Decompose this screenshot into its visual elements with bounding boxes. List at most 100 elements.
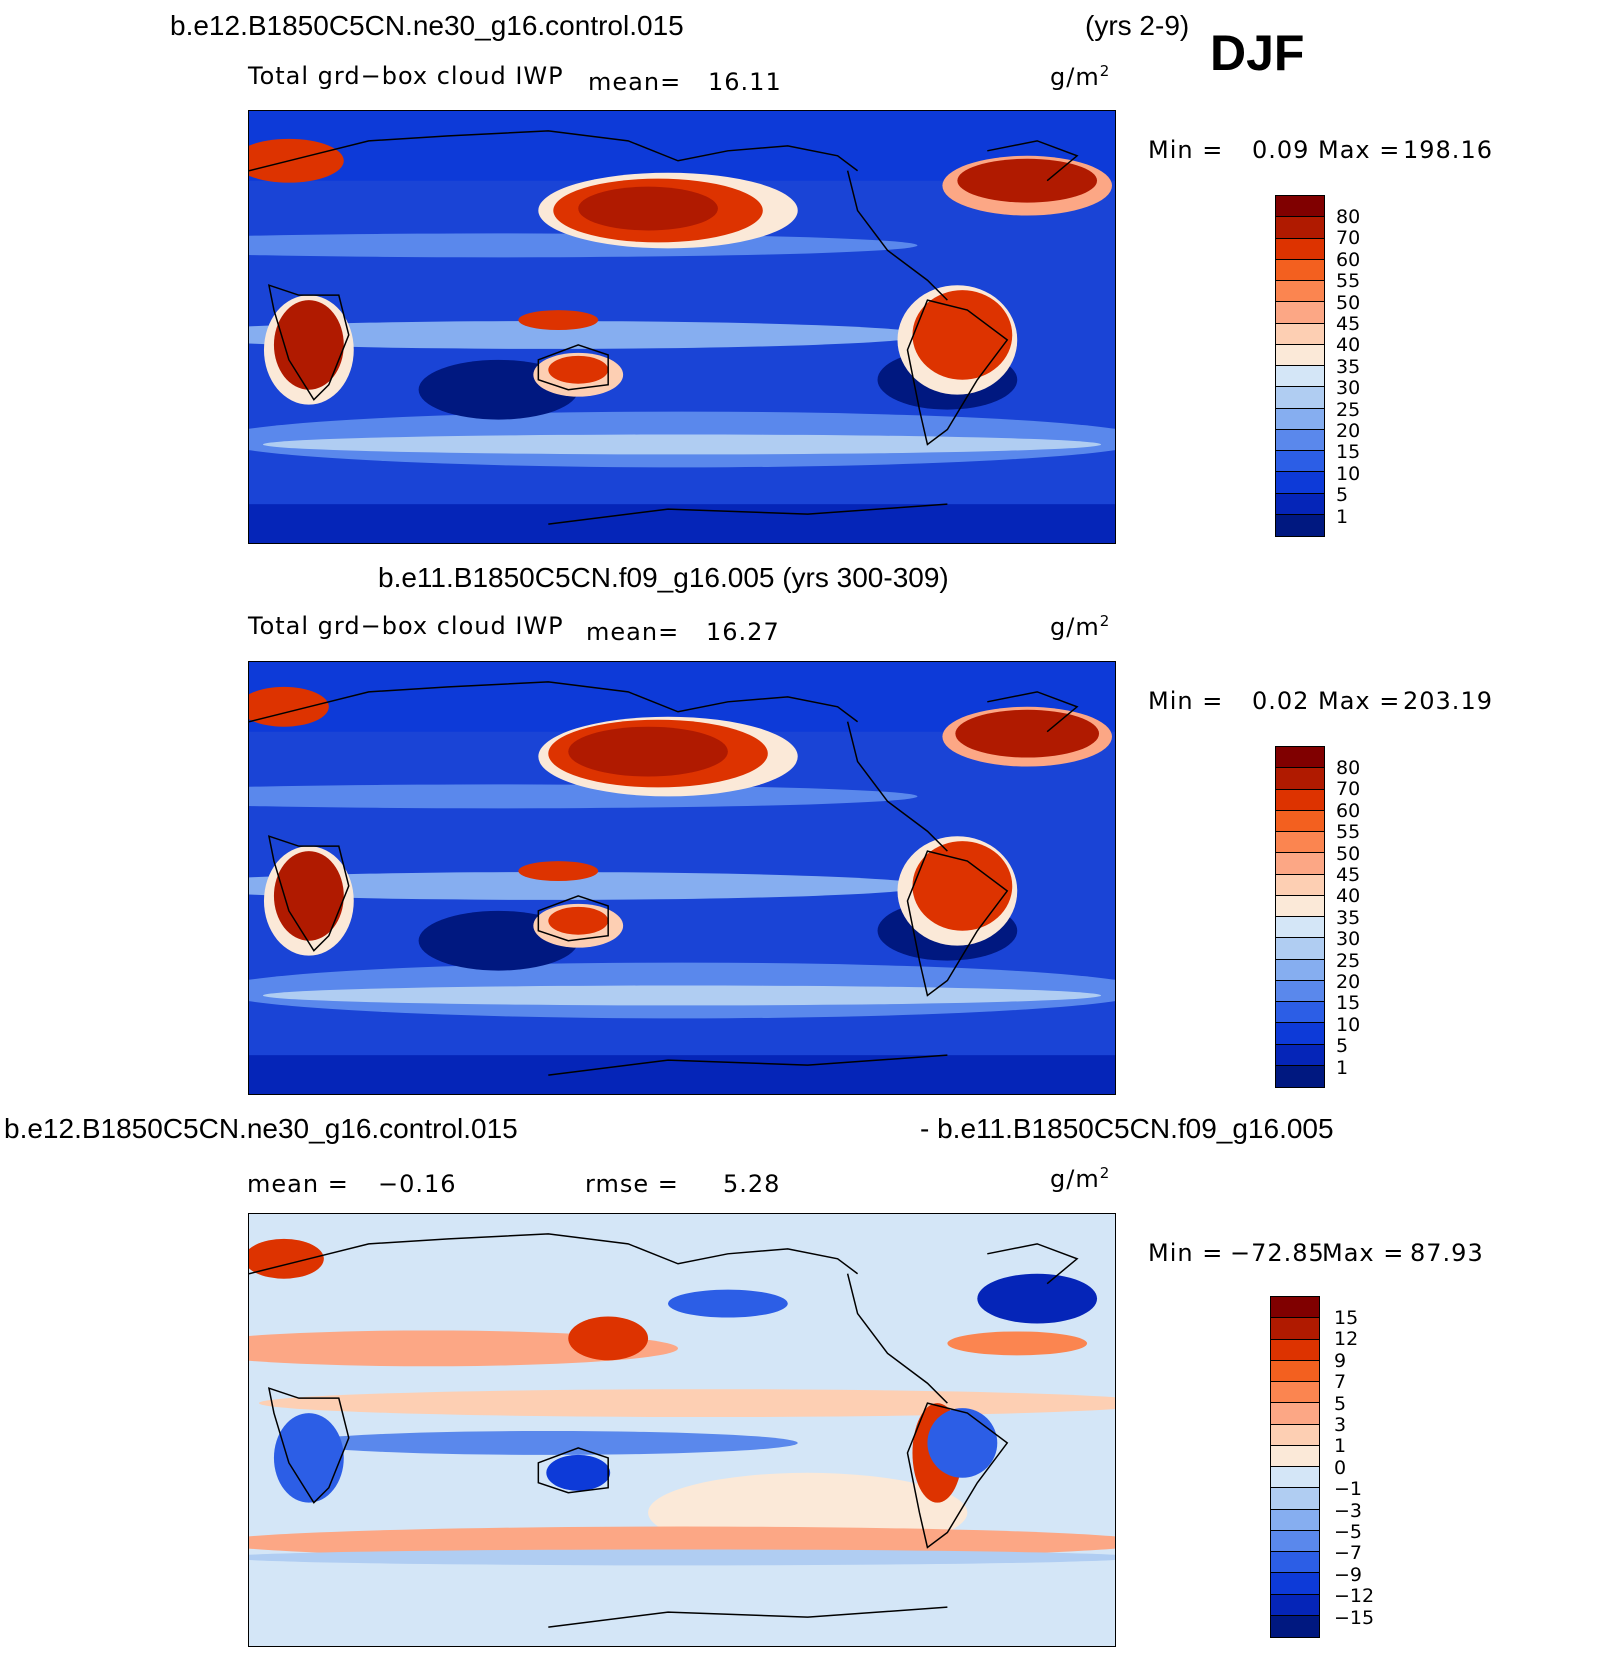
colorbar-tick-label: 30 <box>1336 928 1361 951</box>
panel2-map-svg <box>249 662 1115 1094</box>
colorbar-box <box>1276 493 1324 515</box>
colorbar-box <box>1276 1002 1324 1024</box>
map-samerica-core <box>912 290 1013 380</box>
colorbar-tick-label: 7 <box>1334 1371 1347 1394</box>
map-spcz-band <box>249 872 928 900</box>
map-europe-storm <box>249 138 344 183</box>
colorbar-tick-label: 60 <box>1336 248 1361 271</box>
colorbar-box <box>1276 514 1324 536</box>
panel2-mean-value: 16.27 <box>706 618 780 646</box>
panel1-units: g/m2 <box>1050 62 1110 91</box>
panel2-max-label: Max = <box>1318 687 1401 715</box>
colorbar-box <box>1276 217 1324 239</box>
panel1-case-title: b.e12.B1850C5CN.ne30_g16.control.015 <box>170 10 684 41</box>
panel1-mean-value: 16.11 <box>708 68 782 96</box>
colorbar-box <box>1271 1445 1319 1467</box>
panel2-mean-label: mean= <box>586 618 680 646</box>
colorbar-tick-label: 25 <box>1336 398 1361 421</box>
colorbar-box <box>1276 959 1324 981</box>
colorbar-tick-label: −3 <box>1334 1499 1363 1522</box>
colorbar-box <box>1276 917 1324 939</box>
colorbar-box <box>1276 408 1324 430</box>
colorbar-tick-label: −1 <box>1334 1478 1363 1501</box>
colorbar-tick-label: 5 <box>1334 1392 1347 1415</box>
map-npac-core <box>578 186 718 231</box>
colorbar-box <box>1276 747 1324 769</box>
colorbar-box <box>1276 810 1324 832</box>
colorbar-box <box>1276 768 1324 790</box>
colorbar-tick-label: 15 <box>1334 1307 1359 1329</box>
panel1-mean-label: mean= <box>588 68 682 96</box>
colorbar-tick-label: 45 <box>1336 864 1361 886</box>
colorbar-box <box>1276 196 1324 218</box>
panel3-units: g/m2 <box>1050 1164 1110 1193</box>
coastline-outline <box>249 130 1079 525</box>
colorbar-tick-label: 55 <box>1336 821 1361 844</box>
colorbar-box <box>1276 874 1324 896</box>
colorbar-tick-label: 1 <box>1336 1056 1349 1079</box>
panel3-mean-value: −0.16 <box>378 1170 457 1198</box>
panel3-units-exp: 2 <box>1099 1164 1111 1182</box>
colorbar-box <box>1276 1044 1324 1066</box>
colorbar-box <box>1276 895 1324 917</box>
panel3-min-value: −72.85 <box>1230 1239 1325 1267</box>
diff-npac-cool <box>668 1289 788 1318</box>
colorbar-tick-label: 50 <box>1336 291 1361 314</box>
colorbar-box <box>1271 1615 1319 1637</box>
colorbar-box <box>1271 1360 1319 1382</box>
colorbar-tick-label: 45 <box>1336 313 1361 335</box>
colorbar-tick-label: 15 <box>1336 992 1361 1015</box>
map-npac-core <box>568 726 728 777</box>
panel3-colorbar <box>1270 1296 1320 1638</box>
map-natl-core <box>957 158 1098 203</box>
diff-africa-cool <box>273 1413 344 1503</box>
colorbar-tick-label: 9 <box>1334 1349 1347 1372</box>
colorbar-box <box>1271 1382 1319 1404</box>
map-maritime-continent <box>518 861 599 881</box>
panel3-case-right: - b.e11.B1850C5CN.f09_g16.005 <box>920 1113 1334 1144</box>
colorbar-tick-label: 50 <box>1336 842 1361 865</box>
colorbar-box <box>1271 1530 1319 1552</box>
map-spcz-band <box>249 321 928 349</box>
colorbar-tick-label: −12 <box>1334 1585 1375 1608</box>
colorbar-tick-label: 40 <box>1336 885 1361 908</box>
colorbar-box <box>1276 302 1324 324</box>
panel1-units-base: g/m <box>1050 63 1100 91</box>
colorbar-box <box>1271 1318 1319 1340</box>
diff-natl-cool <box>977 1273 1098 1324</box>
map-antarctic-band <box>249 504 1115 543</box>
colorbar-tick-label: 35 <box>1336 906 1361 929</box>
panel2-minmax-label: Min = <box>1148 687 1224 715</box>
colorbar-tick-label: −9 <box>1334 1563 1363 1586</box>
panel2-units-exp: 2 <box>1099 612 1111 630</box>
colorbar-tick-label: 70 <box>1336 778 1361 801</box>
colorbar-tick-label: 20 <box>1336 420 1361 442</box>
map-australia-core <box>548 355 609 384</box>
colorbar-tick-label: 15 <box>1336 441 1361 464</box>
panel1-units-exp: 2 <box>1099 62 1111 80</box>
panel2-colorbar <box>1275 746 1325 1088</box>
colorbar-box <box>1276 344 1324 366</box>
colorbar-box <box>1276 323 1324 345</box>
colorbar-box <box>1271 1403 1319 1425</box>
colorbar-box <box>1276 789 1324 811</box>
coastline-outline <box>249 681 1079 1076</box>
panel3-mean-label: mean = <box>247 1170 349 1198</box>
colorbar-tick-label: 80 <box>1336 757 1361 779</box>
colorbar-tick-label: 12 <box>1334 1328 1359 1351</box>
diff-itcz-warm-band <box>259 1389 1115 1418</box>
colorbar-box <box>1271 1297 1319 1319</box>
colorbar-box <box>1276 366 1324 388</box>
colorbar-tick-label: 80 <box>1336 206 1361 228</box>
map-itcz-band <box>249 784 918 809</box>
panel2-min-value: 0.02 <box>1252 687 1310 715</box>
map-africa-core <box>273 300 344 390</box>
map-samerica-core <box>912 841 1013 931</box>
colorbar-box <box>1271 1467 1319 1489</box>
map-maritime-continent <box>518 310 599 330</box>
panel1-map-svg <box>249 111 1115 543</box>
panel1-field-name: Total grd−box cloud IWP <box>248 62 564 90</box>
colorbar-box <box>1271 1573 1319 1595</box>
colorbar-tick-label: 30 <box>1336 377 1361 400</box>
panel3-map <box>248 1213 1116 1647</box>
